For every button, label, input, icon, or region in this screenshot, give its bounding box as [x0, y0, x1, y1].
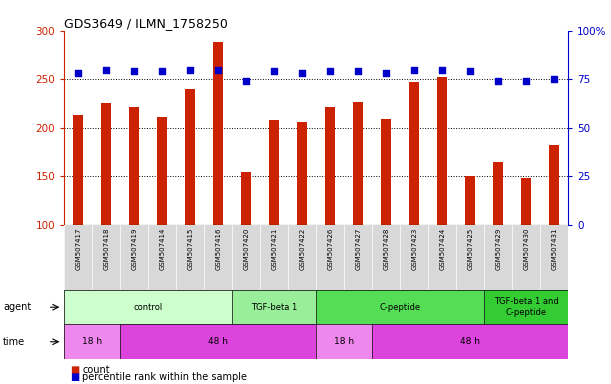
Text: GSM507431: GSM507431: [551, 228, 557, 270]
Bar: [185, 89, 195, 225]
Point: [409, 66, 419, 73]
Point: [241, 78, 251, 84]
Point: [101, 66, 111, 73]
Point: [325, 68, 335, 74]
Point: [185, 66, 195, 73]
Text: 18 h: 18 h: [82, 337, 102, 346]
Bar: [325, 107, 335, 225]
Text: agent: agent: [3, 302, 31, 312]
Text: time: time: [3, 337, 25, 347]
FancyBboxPatch shape: [316, 290, 484, 324]
Bar: [549, 145, 559, 225]
Text: GSM507420: GSM507420: [243, 228, 249, 270]
Point: [157, 68, 167, 74]
Text: 18 h: 18 h: [334, 337, 354, 346]
Point: [298, 70, 307, 76]
Text: GSM507421: GSM507421: [271, 228, 277, 270]
FancyBboxPatch shape: [232, 290, 316, 324]
Point: [437, 66, 447, 73]
Text: GSM507422: GSM507422: [299, 228, 305, 270]
Bar: [298, 122, 307, 225]
Bar: [521, 178, 531, 225]
Text: GSM507416: GSM507416: [215, 228, 221, 270]
FancyBboxPatch shape: [484, 290, 568, 324]
FancyBboxPatch shape: [316, 324, 372, 359]
Text: 48 h: 48 h: [460, 337, 480, 346]
Point: [353, 68, 363, 74]
Text: GSM507427: GSM507427: [355, 228, 361, 270]
Bar: [241, 172, 251, 225]
Text: 48 h: 48 h: [208, 337, 228, 346]
Point: [269, 68, 279, 74]
FancyBboxPatch shape: [64, 290, 232, 324]
Point: [130, 68, 139, 74]
Text: GSM507414: GSM507414: [159, 228, 165, 270]
Text: GSM507419: GSM507419: [131, 228, 137, 270]
Text: GDS3649 / ILMN_1758250: GDS3649 / ILMN_1758250: [64, 17, 228, 30]
Text: GSM507417: GSM507417: [75, 228, 81, 270]
Bar: [157, 117, 167, 225]
Text: TGF-beta 1 and
C-peptide: TGF-beta 1 and C-peptide: [494, 298, 558, 317]
Bar: [493, 162, 503, 225]
Bar: [466, 176, 475, 225]
Text: GSM507418: GSM507418: [103, 228, 109, 270]
Bar: [73, 115, 83, 225]
Bar: [269, 120, 279, 225]
Text: GSM507426: GSM507426: [327, 228, 333, 270]
Bar: [437, 77, 447, 225]
Text: control: control: [134, 303, 163, 312]
Text: C-peptide: C-peptide: [379, 303, 421, 312]
Text: ■: ■: [70, 365, 79, 375]
FancyBboxPatch shape: [64, 324, 120, 359]
Bar: [381, 119, 391, 225]
Point: [381, 70, 391, 76]
Point: [493, 78, 503, 84]
FancyBboxPatch shape: [120, 324, 316, 359]
Point: [73, 70, 83, 76]
Point: [466, 68, 475, 74]
Text: percentile rank within the sample: percentile rank within the sample: [82, 372, 247, 382]
Bar: [409, 82, 419, 225]
Text: GSM507423: GSM507423: [411, 228, 417, 270]
Text: GSM507415: GSM507415: [187, 228, 193, 270]
Point: [521, 78, 531, 84]
Bar: [101, 103, 111, 225]
Text: ■: ■: [70, 372, 79, 382]
Text: count: count: [82, 365, 110, 375]
Bar: [213, 42, 223, 225]
Text: GSM507424: GSM507424: [439, 228, 445, 270]
Bar: [130, 107, 139, 225]
Text: GSM507428: GSM507428: [383, 228, 389, 270]
Text: GSM507430: GSM507430: [523, 228, 529, 270]
Text: GSM507425: GSM507425: [467, 228, 473, 270]
Point: [213, 66, 223, 73]
Text: TGF-beta 1: TGF-beta 1: [251, 303, 298, 312]
Point: [549, 76, 559, 82]
Bar: [353, 103, 363, 225]
FancyBboxPatch shape: [372, 324, 568, 359]
Text: GSM507429: GSM507429: [496, 228, 501, 270]
